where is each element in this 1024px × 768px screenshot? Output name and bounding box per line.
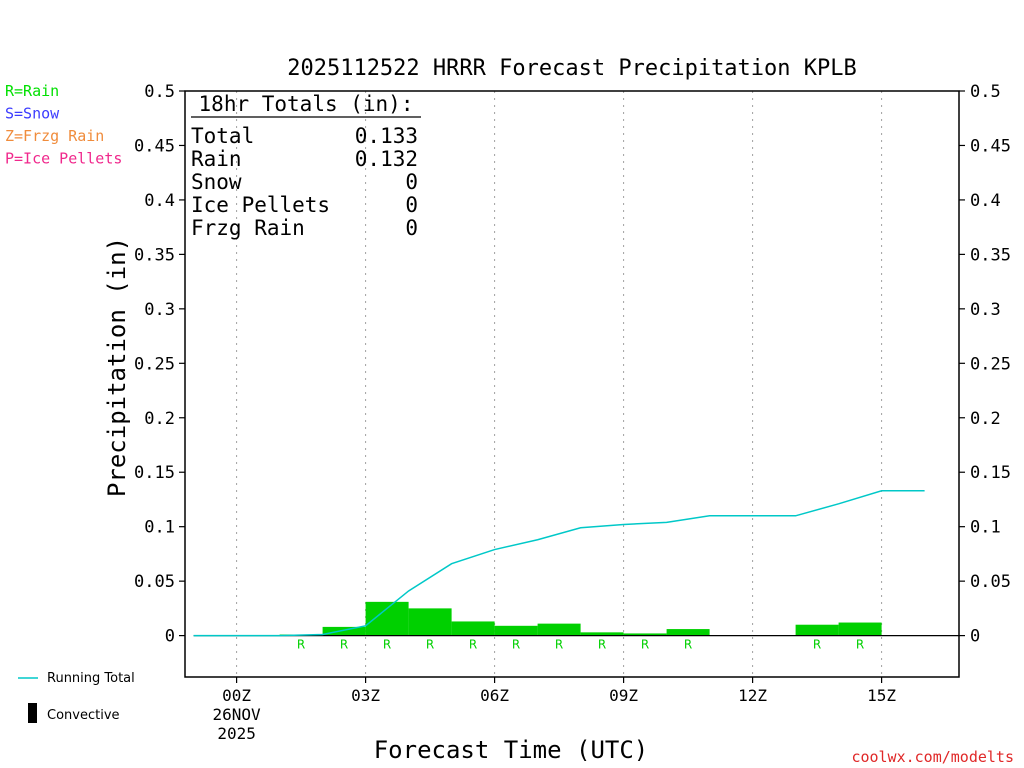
y-tick-label-right: 0.45 [970, 136, 1011, 156]
totals-heading: 18hr Totals (in): [199, 92, 414, 116]
y-tick-label-left: 0.15 [134, 463, 175, 483]
precip-type-marker: R [340, 638, 348, 652]
x-tick-label: 00Z [222, 686, 251, 705]
totals-rows: Total 0.133 Rain 0.132 Snow 0 Ice Pellets 0 Frzg… [191, 124, 418, 240]
precip-bar [451, 621, 495, 636]
x-tick-label: 06Z [480, 686, 509, 705]
y-axis-right: 0 0.05 0.1 0.15 0.2 0.25 0.3 0.35 0.4 0.45 0.5 [959, 82, 1011, 647]
precip-bar [365, 601, 409, 636]
precip-bar [494, 625, 538, 636]
totals-row-value: 0 [405, 170, 418, 194]
totals-row-value: 0 [405, 216, 418, 240]
line-legend: Running Total Convective [18, 671, 135, 723]
precip-type-marker: R [469, 638, 477, 652]
y-tick-label-right: 0.3 [970, 300, 1001, 320]
x-tick-label: 15Z [867, 686, 896, 705]
type-legend-entry: Z=Frzg Rain [5, 127, 104, 145]
totals-row-value: 0 [405, 193, 418, 217]
precip-type-marker: R [426, 638, 434, 652]
precip-bar [623, 633, 667, 636]
x-tick-date: 26NOV [213, 705, 262, 724]
precip-type-marker: R [555, 638, 563, 652]
credit-text: coolwx.com/modelts [851, 748, 1014, 766]
precip-bar [666, 629, 710, 636]
totals-row-label: Rain [191, 147, 242, 171]
y-tick-label-left: 0.35 [134, 245, 175, 265]
y-tick-label-right: 0.1 [970, 518, 1001, 538]
convective-legend-swatch [28, 703, 37, 723]
totals-row-value: 0.132 [355, 147, 418, 171]
precip-type-marker: R [383, 638, 391, 652]
totals-row-value: 0.133 [355, 124, 418, 148]
y-tick-label-right: 0.05 [970, 572, 1011, 592]
precip-bar [580, 632, 624, 636]
hourly-precip-bars [279, 601, 882, 636]
y-tick-label-left: 0.4 [144, 191, 175, 211]
precip-type-marker: R [512, 638, 520, 652]
type-legend-entry: P=Ice Pellets [5, 150, 122, 168]
totals-row-label: Total [191, 124, 254, 148]
totals-row-label: Snow [191, 170, 242, 194]
precip-bar [795, 624, 839, 636]
x-tick-label: 12Z [738, 686, 767, 705]
y-tick-label-left: 0.3 [144, 300, 175, 320]
totals-row-label: Frzg Rain [191, 216, 305, 240]
y-tick-label-right: 0.4 [970, 191, 1001, 211]
y-axis-left: 0 0.05 0.1 0.15 0.2 0.25 0.3 0.35 0.4 0.45 0.5 [134, 82, 185, 647]
y-tick-label-left: 0.05 [134, 572, 175, 592]
y-tick-label-right: 0.5 [970, 82, 1001, 102]
x-tick-label: 09Z [609, 686, 638, 705]
y-tick-label-left: 0.45 [134, 136, 175, 156]
chart-title: 2025112522 HRRR Forecast Precipitation K… [287, 56, 857, 81]
type-legend-entry: S=Snow [5, 105, 60, 123]
y-tick-label-right: 0.15 [970, 463, 1011, 483]
y-tick-label-left: 0.5 [144, 82, 175, 102]
type-legend-entry: R=Rain [5, 82, 59, 100]
totals-box: 18hr Totals (in): Total 0.133 Rain 0.132 Sno… [191, 92, 421, 240]
precip-type-marker: R [641, 638, 649, 652]
precip-type-marker: R [598, 638, 606, 652]
x-tick-label: 03Z [351, 686, 380, 705]
precip-bar [408, 608, 452, 636]
running-total-legend-label: Running Total [47, 671, 135, 686]
precip-bar [322, 626, 366, 636]
y-axis-title: Precipitation (in) [103, 237, 131, 497]
y-tick-label-left: 0.2 [144, 409, 175, 429]
precip-type-marker: R [813, 638, 821, 652]
precip-type-marker: R [684, 638, 692, 652]
gridlines [236, 91, 883, 677]
plot-frame [184, 90, 960, 678]
running-total-line [193, 489, 925, 637]
y-tick-label-right: 0.2 [970, 409, 1001, 429]
precip-bar [838, 622, 882, 636]
y-tick-label-left: 0.1 [144, 518, 175, 538]
convective-legend-label: Convective [47, 708, 120, 723]
x-tick-year: 2025 [217, 724, 256, 743]
precip-bar [537, 623, 581, 636]
precip-type-legend: R=Rain S=Snow Z=Frzg Rain P=Ice Pellets [5, 82, 122, 168]
precip-type-marker: R [297, 638, 305, 652]
y-tick-label-right: 0.25 [970, 354, 1011, 374]
y-tick-label-right: 0 [970, 627, 980, 647]
y-tick-label-left: 0 [165, 627, 175, 647]
y-tick-label-right: 0.35 [970, 245, 1011, 265]
y-tick-label-left: 0.25 [134, 354, 175, 374]
x-axis-title: Forecast Time (UTC) [374, 736, 649, 764]
totals-row-label: Ice Pellets [191, 193, 330, 217]
precip-type-marker: R [856, 638, 864, 652]
